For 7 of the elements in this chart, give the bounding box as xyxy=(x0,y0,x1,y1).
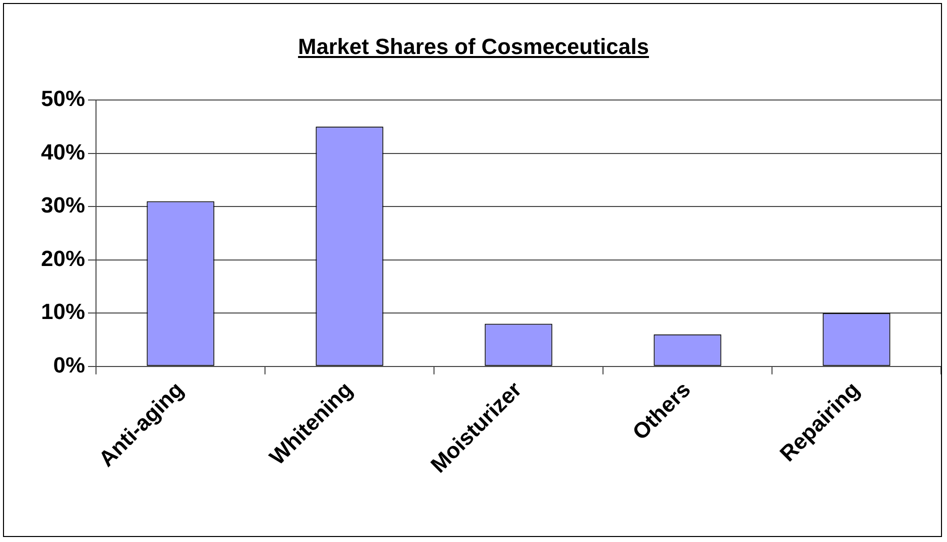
chart-title: Market Shares of Cosmeceuticals xyxy=(297,34,650,60)
y-tick-label: 30% xyxy=(40,192,86,218)
y-tick-label: 50% xyxy=(40,86,86,112)
y-tick-label: 0% xyxy=(53,352,86,378)
y-tick-label: 20% xyxy=(40,246,86,271)
y-tick-label: 10% xyxy=(40,299,86,324)
y-tick-label: 40% xyxy=(40,139,86,164)
